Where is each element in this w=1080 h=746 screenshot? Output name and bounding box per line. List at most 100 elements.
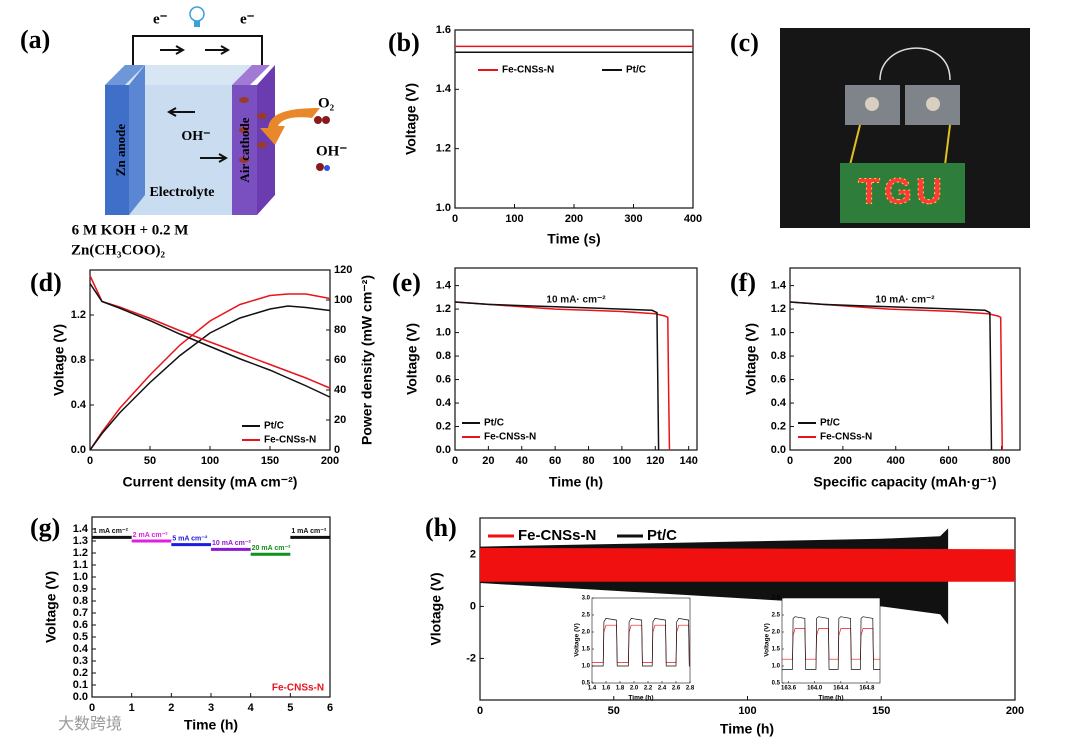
panel-label: (e) [392,268,421,297]
legend-label: Fe-CNSs-N [484,432,536,443]
oxygen-arrow [260,108,320,145]
y-tick-label: 0.8 [436,350,451,362]
segment-label: 20 mA cm⁻² [252,545,292,552]
y-tick-label: 3.0 [772,596,781,602]
x-tick-label: 200 [1006,705,1024,717]
y-tick-label: 0.8 [73,595,88,607]
y-tick-label: 1.2 [436,303,451,315]
y2-tick-label: 100 [334,294,352,306]
x-tick-label: 800 [992,455,1010,467]
panel-label: (a) [20,25,50,54]
y-tick-label: 1.0 [73,571,88,583]
x-tick-label: 6 [327,702,333,714]
x-tick-label: 2.4 [658,686,667,692]
y-axis-title: Voltage (V) [404,323,420,395]
data-line [592,624,690,663]
x-tick-label: 4 [248,702,255,714]
cathode-top [232,65,270,85]
y-tick-label: 2.5 [772,613,781,619]
x-tick-label: 2.6 [672,686,681,692]
x-tick-label: 400 [887,455,905,467]
x-tick-label: 200 [321,455,339,467]
legend-label: Pt/C [484,418,504,429]
x-tick-label: 80 [582,455,594,467]
y-tick-label: 1.2 [771,303,786,315]
y-tick-label: 0 [470,600,476,612]
x-tick-label: 100 [505,213,523,225]
y-tick-label: 0.8 [771,350,786,362]
y-tick-label: 0.4 [436,397,452,409]
battery-diagram: (a) e⁻ e⁻ Zn anode Air cathode OH⁻ Elect… [20,6,347,258]
y-tick-label: 1.4 [436,280,452,292]
legend-label: Fe-CNSs-N [502,65,554,76]
x-tick-label: 20 [482,455,494,467]
hydroxide-out-label: OH⁻ [316,143,347,159]
y-tick-label: 0.5 [772,681,781,687]
x-axis-title: Time (h) [184,717,238,733]
y-tick-label: 0.0 [436,444,451,456]
device-photo: (c) TGU [730,28,1030,228]
plot-frame [781,597,881,684]
y-tick-label: 1.1 [73,559,88,571]
anode [105,85,129,215]
segment-label: 1 mA cm⁻² [291,528,327,535]
y2-tick-label: 60 [334,354,346,366]
y-tick-label: 2.0 [772,630,781,636]
x-tick-label: 1.4 [588,686,597,692]
x-axis-title: Time (h) [720,721,774,737]
x-tick-label: 3 [208,702,214,714]
y-tick-label: 0.4 [73,643,89,655]
legend-label: Pt/C [647,527,677,544]
segment-label: 1 mA cm⁻² [93,528,129,535]
wire [879,47,951,81]
x-tick-label: 100 [201,455,219,467]
y-tick-label: 2 [470,548,476,560]
x-tick-label: 0 [477,705,483,717]
data-line [782,616,880,670]
leads [849,124,951,166]
cathode [232,85,257,215]
y-tick-label: 1.5 [582,647,591,653]
x-axis-title: Time (h) [628,695,653,702]
y-tick-label: 0.5 [582,681,591,687]
x-tick-label: 150 [872,705,890,717]
x-tick-label: 200 [834,455,852,467]
x-axis-title: Current density (mA cm⁻²) [123,474,298,490]
x-tick-label: 1.6 [602,686,611,692]
x-tick-label: 0 [787,455,793,467]
data-line [454,301,671,451]
legend-label: Pt/C [626,65,646,76]
molecule [314,116,322,124]
y-axis-title: Voltage (V) [43,571,59,643]
x-tick-label: 200 [565,213,583,225]
y-tick-label: 0.6 [73,619,88,631]
x-tick-label: 164.0 [807,686,823,692]
y-tick-label: 0.6 [436,373,451,385]
data-line [89,305,331,451]
anode-top [105,65,145,85]
x-tick-label: 2 [168,702,174,714]
y-tick-label: 0.7 [73,607,88,619]
composition: Zn(CH₃COO)₂ [71,242,166,258]
y-tick-label: 1.0 [436,326,451,338]
x-tick-label: 100 [738,705,756,717]
legend-label: Pt/C [820,418,840,429]
y-tick-label: 1.4 [73,523,89,535]
wire [132,35,263,65]
y-tick-label: 0.2 [436,420,451,432]
panel-label: (g) [30,513,60,542]
x-tick-label: 100 [613,455,631,467]
x-tick-label: 0 [452,455,458,467]
ion-arrows [166,107,229,163]
y-tick-label: 0.0 [71,444,86,456]
electrode [865,97,879,111]
x-axis-title: Time (s) [547,231,600,247]
plot-frame [91,516,331,698]
segment-label: 2 mA cm⁻² [133,532,169,539]
x-axis-title: Time (h) [818,695,843,702]
segment-label: 5 mA cm⁻² [172,535,208,542]
x-tick-label: 150 [261,455,279,467]
y-tick-label: 1.5 [772,647,781,653]
plot-frame [789,267,1021,451]
